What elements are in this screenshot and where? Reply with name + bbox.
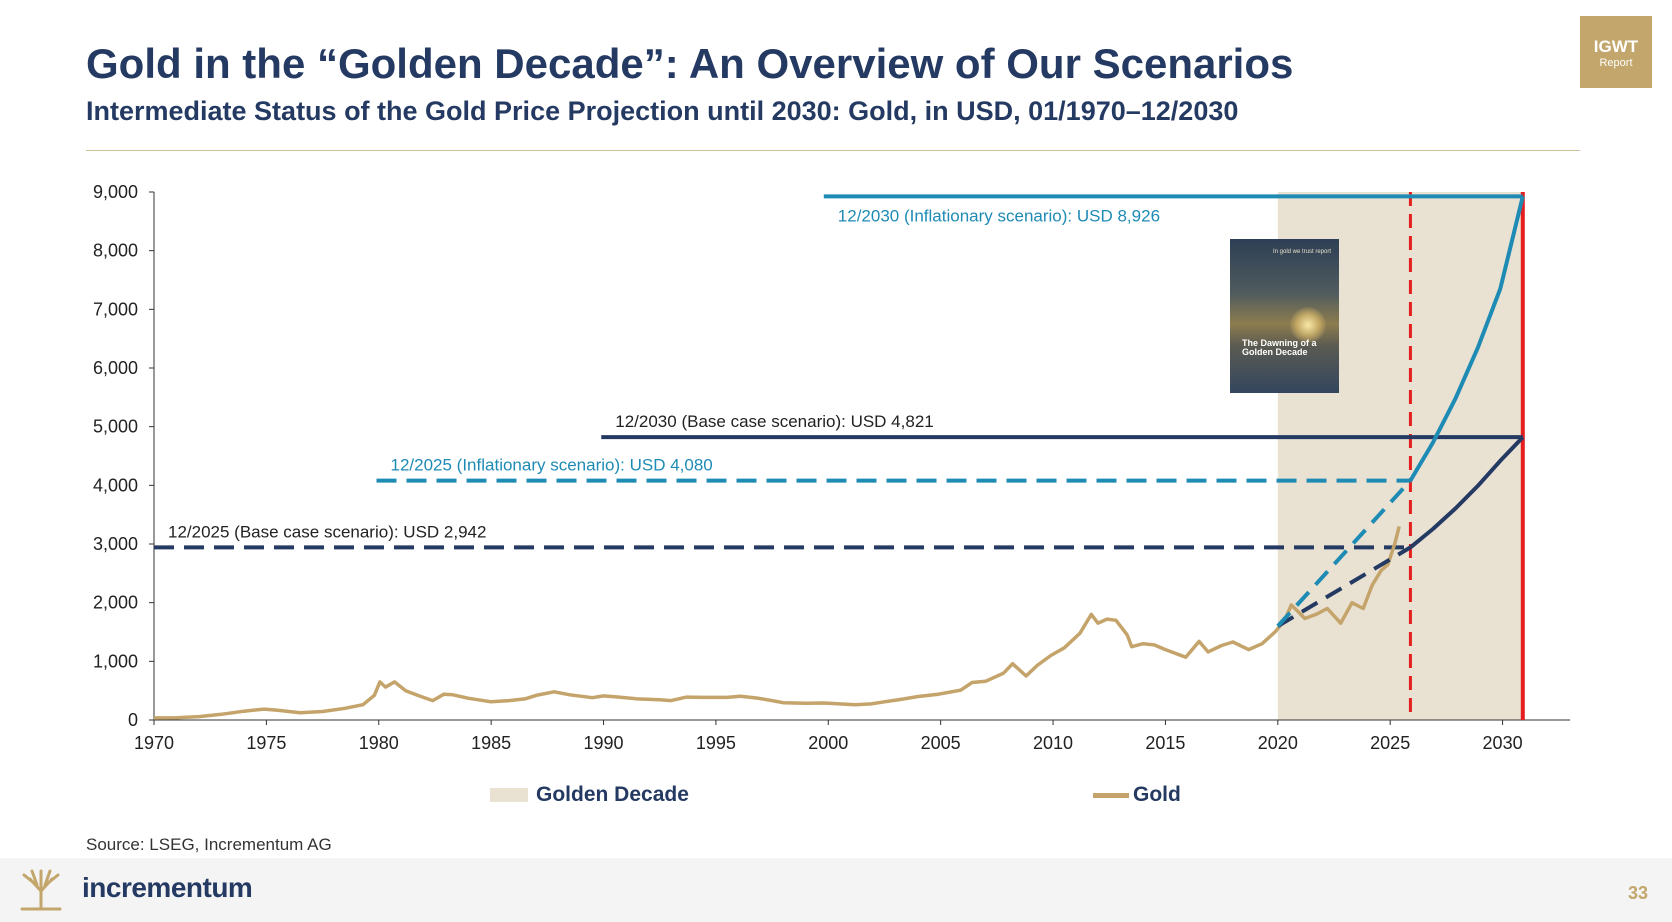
x-tick-label: 1975 bbox=[246, 733, 286, 753]
x-tick-label: 2010 bbox=[1033, 733, 1073, 753]
y-tick-label: 1,000 bbox=[93, 651, 138, 671]
y-tick-label: 4,000 bbox=[93, 475, 138, 495]
inflationary-scenario-dashed-path bbox=[1276, 479, 1412, 628]
source-note: Source: LSEG, Incrementum AG bbox=[86, 835, 332, 854]
x-tick-label: 2030 bbox=[1483, 733, 1523, 753]
y-tick-label: 0 bbox=[128, 710, 138, 730]
x-tick-label: 1970 bbox=[134, 733, 174, 753]
igwt-report-badge: IGWT Report bbox=[1580, 16, 1652, 88]
x-tick-label: 2025 bbox=[1370, 733, 1410, 753]
cover-sun-graphic bbox=[1290, 307, 1326, 343]
y-tick-label: 5,000 bbox=[93, 417, 138, 437]
incrementum-logo-text: incrementum bbox=[82, 872, 253, 903]
badge-subtitle: Report bbox=[1599, 57, 1633, 69]
cover-title-text: The Dawning of a Golden Decade bbox=[1242, 338, 1317, 357]
y-tick-label: 7,000 bbox=[93, 299, 138, 319]
legend-label-gold: Gold bbox=[1133, 783, 1181, 806]
footer-bar bbox=[0, 858, 1672, 922]
legend-label-golden-decade: Golden Decade bbox=[536, 783, 689, 806]
x-tick-label: 2015 bbox=[1145, 733, 1185, 753]
x-tick-label: 2000 bbox=[808, 733, 848, 753]
reference-line-label: 12/2030 (Inflationary scenario): USD 8,9… bbox=[838, 206, 1160, 225]
chart-legend: Golden Decade Gold bbox=[0, 783, 1672, 813]
x-tick-label: 2005 bbox=[921, 733, 961, 753]
base-case-scenario-dashed-path bbox=[1276, 545, 1412, 628]
page-subtitle: Intermediate Status of the Gold Price Pr… bbox=[86, 96, 1239, 126]
gold-price-line bbox=[153, 525, 1401, 720]
legend-item-golden-decade: Golden Decade bbox=[490, 783, 689, 807]
report-cover-image: In gold we trust report The Dawning of a… bbox=[1230, 239, 1339, 393]
page-number: 33 bbox=[1628, 883, 1649, 903]
x-tick-label: 1995 bbox=[696, 733, 736, 753]
cover-header-text: In gold we trust report bbox=[1272, 249, 1331, 255]
gold-price-chart: 0 1,000 2,000 3,000 4,000 5,000 6,000 7,000 8,00… bbox=[93, 182, 1570, 753]
title-divider bbox=[86, 150, 1580, 151]
legend-swatch-gold bbox=[1093, 792, 1129, 798]
reference-line-label: 12/2025 (Base case scenario): USD 2,942 bbox=[168, 522, 486, 541]
page-title: Gold in the “Golden Decade”: An Overview… bbox=[86, 40, 1294, 87]
x-tick-label: 1990 bbox=[584, 733, 624, 753]
x-tick-label: 1980 bbox=[359, 733, 399, 753]
reference-line-label: 12/2030 (Base case scenario): USD 4,821 bbox=[615, 412, 933, 431]
x-tick-label: 1985 bbox=[471, 733, 511, 753]
reference-line-label: 12/2025 (Inflationary scenario): USD 4,0… bbox=[391, 456, 713, 475]
badge-title: IGWT bbox=[1593, 37, 1639, 56]
y-tick-label: 6,000 bbox=[93, 358, 138, 378]
incrementum-tree-icon bbox=[20, 869, 62, 911]
base-case-scenario-projection-curve bbox=[1409, 435, 1525, 549]
y-tick-label: 3,000 bbox=[93, 534, 138, 554]
y-tick-label: 9,000 bbox=[93, 182, 138, 202]
inflationary-scenario-projection-curve bbox=[1408, 195, 1525, 482]
y-tick-label: 2,000 bbox=[93, 593, 138, 613]
legend-item-gold: Gold bbox=[1093, 783, 1181, 807]
y-tick-label: 8,000 bbox=[93, 241, 138, 261]
x-tick-label: 2020 bbox=[1258, 733, 1298, 753]
legend-swatch-golden-decade bbox=[490, 788, 528, 802]
